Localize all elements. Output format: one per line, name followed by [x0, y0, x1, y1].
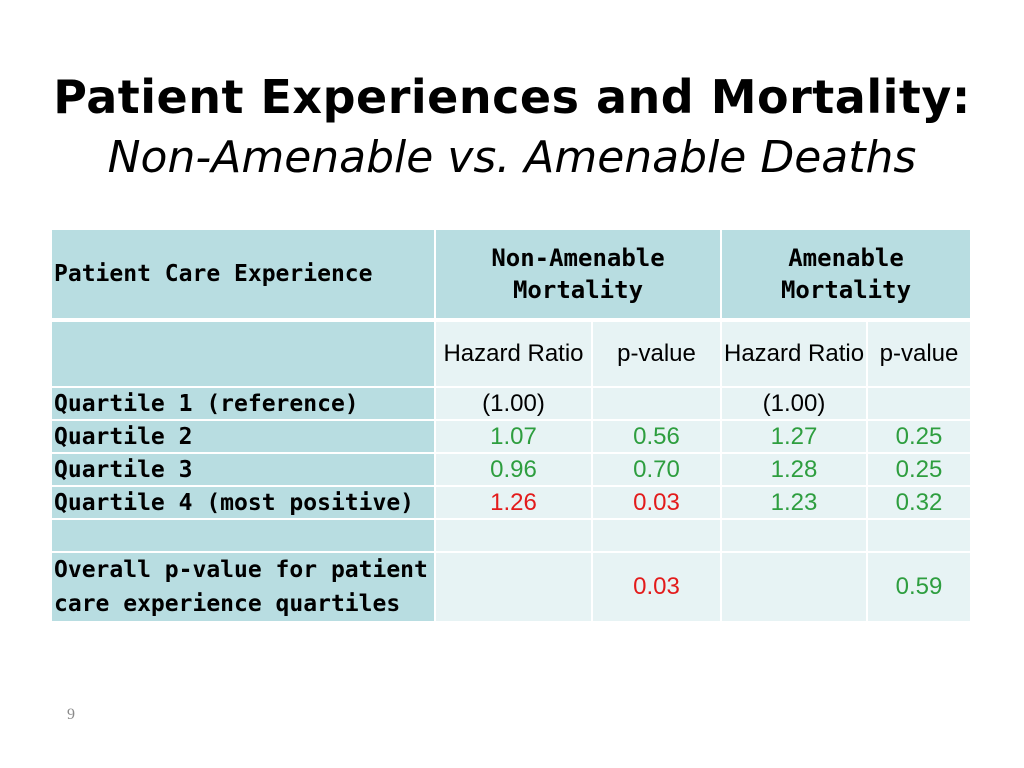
- spacer-cell: [868, 520, 973, 553]
- table-row-quartile-2: Quartile 2 1.07 0.56 1.27 0.25: [52, 421, 973, 454]
- na-hazard-ratio-empty: [436, 553, 593, 623]
- am-hazard-ratio: 1.27: [722, 421, 869, 454]
- row-header-label: Patient Care Experience: [52, 230, 436, 322]
- table-subheader-row: Hazard Ratio p-value Hazard Ratio p-valu…: [52, 322, 973, 388]
- results-table: Patient Care Experience Non-Amenable Mor…: [52, 230, 973, 623]
- spacer-cell: [593, 520, 723, 553]
- table-header-row: Patient Care Experience Non-Amenable Mor…: [52, 230, 973, 322]
- am-p-value: [868, 388, 973, 421]
- col-header-am-p-value: p-value: [868, 322, 973, 388]
- slide-title: Patient Experiences and Mortality:: [53, 70, 971, 124]
- na-hazard-ratio: 0.96: [436, 454, 593, 487]
- na-p-value: 0.03: [593, 487, 723, 520]
- table-row-quartile-1: Quartile 1 (reference) (1.00) (1.00): [52, 388, 973, 421]
- na-p-value: 0.70: [593, 454, 723, 487]
- am-hazard-ratio: (1.00): [722, 388, 869, 421]
- table-row-quartile-3: Quartile 3 0.96 0.70 1.28 0.25: [52, 454, 973, 487]
- col-header-am-hazard-ratio: Hazard Ratio: [722, 322, 869, 388]
- am-hazard-ratio: 1.28: [722, 454, 869, 487]
- slide-subtitle: Non-Amenable vs. Amenable Deaths: [107, 132, 917, 183]
- spacer-cell: [52, 520, 436, 553]
- table-row-quartile-4: Quartile 4 (most positive) 1.26 0.03 1.2…: [52, 487, 973, 520]
- table-row-spacer: [52, 520, 973, 553]
- col-header-na-hazard-ratio: Hazard Ratio: [436, 322, 593, 388]
- col-header-na-p-value: p-value: [593, 322, 723, 388]
- row-label: Quartile 2: [52, 421, 436, 454]
- group-header-amenable: Amenable Mortality: [722, 230, 973, 322]
- spacer-cell: [722, 520, 869, 553]
- spacer-cell: [436, 520, 593, 553]
- na-hazard-ratio: 1.07: [436, 421, 593, 454]
- row-label: Quartile 4 (most positive): [52, 487, 436, 520]
- na-p-value: 0.56: [593, 421, 723, 454]
- am-p-value: 0.32: [868, 487, 973, 520]
- am-p-value: 0.25: [868, 421, 973, 454]
- na-p-value: [593, 388, 723, 421]
- table-row-overall: Overall p-value for patient care experie…: [52, 553, 973, 623]
- row-label: Quartile 3: [52, 454, 436, 487]
- row-label: Quartile 1 (reference): [52, 388, 436, 421]
- na-hazard-ratio: (1.00): [436, 388, 593, 421]
- na-overall-p-value: 0.03: [593, 553, 723, 623]
- group-header-non-amenable: Non-Amenable Mortality: [436, 230, 723, 322]
- na-hazard-ratio: 1.26: [436, 487, 593, 520]
- am-hazard-ratio-empty: [722, 553, 869, 623]
- row-label-overall: Overall p-value for patient care experie…: [52, 553, 436, 623]
- page-number: 9: [67, 706, 75, 723]
- am-overall-p-value: 0.59: [868, 553, 973, 623]
- am-hazard-ratio: 1.23: [722, 487, 869, 520]
- subheader-blank-cell: [52, 322, 436, 388]
- am-p-value: 0.25: [868, 454, 973, 487]
